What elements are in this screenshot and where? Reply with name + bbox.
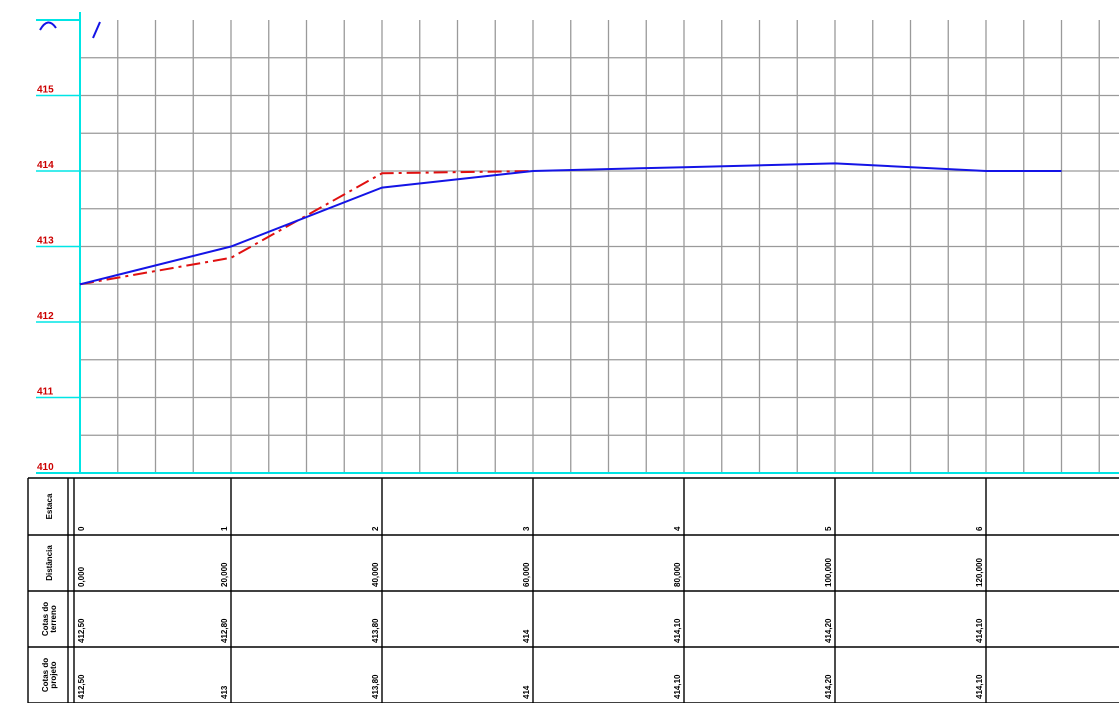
table-cell-value: 0 xyxy=(77,526,86,531)
table-row-header: Distância xyxy=(45,545,54,581)
table-cell-value: 3 xyxy=(522,526,531,531)
table-cell-value: 414,10 xyxy=(673,618,682,643)
table-cell-value: 20,000 xyxy=(220,562,229,587)
table-cell-value: 80,000 xyxy=(673,562,682,587)
table-cell-value: 414,20 xyxy=(824,618,833,643)
partial-title-glyph xyxy=(92,21,101,39)
table-cell-value: 40,000 xyxy=(371,562,380,587)
table-cell-value: 100,000 xyxy=(824,558,833,587)
table-cell-value: 414,20 xyxy=(824,674,833,699)
table-row-header: Estaca xyxy=(45,493,54,519)
table-cell-value: 414 xyxy=(522,629,531,643)
table-row-header: projeto xyxy=(49,661,58,688)
y-tick-label: 414 xyxy=(37,160,54,171)
partial-title-glyph xyxy=(39,21,57,31)
table-row-header: terreno xyxy=(49,605,58,633)
table-cell-value: 2 xyxy=(371,526,380,531)
table-cell-value: 120,000 xyxy=(975,558,984,587)
table-row-header: Cotas do xyxy=(41,658,50,692)
y-tick-label: 413 xyxy=(37,236,54,247)
table-cell-value: 414 xyxy=(522,685,531,699)
table-cell-value: 412,80 xyxy=(220,618,229,643)
table-cell-value: 60,000 xyxy=(522,562,531,587)
y-tick-label: 410 xyxy=(37,462,54,473)
table-cell-value: 412,50 xyxy=(77,618,86,643)
table-cell-value: 414,10 xyxy=(673,674,682,699)
table-cell-value: 413,80 xyxy=(371,618,380,643)
y-tick-label: 411 xyxy=(37,387,54,398)
design-profile-line xyxy=(79,162,1062,286)
table-cell-value: 1 xyxy=(220,526,229,531)
table-cell-value: 5 xyxy=(824,526,833,531)
table-cell-value: 0,000 xyxy=(77,566,86,587)
table-cell-value: 414,10 xyxy=(975,618,984,643)
y-tick-label: 412 xyxy=(37,311,54,322)
table-cell-value: 413 xyxy=(220,685,229,699)
y-tick-label: 415 xyxy=(37,85,54,96)
table-cell-value: 413,80 xyxy=(371,674,380,699)
table-cell-value: 6 xyxy=(975,526,984,531)
table-row-header: Cotas do xyxy=(41,602,50,636)
table-cell-value: 4 xyxy=(673,526,682,531)
table-cell-value: 414,10 xyxy=(975,674,984,699)
table-cell-value: 412,50 xyxy=(77,674,86,699)
